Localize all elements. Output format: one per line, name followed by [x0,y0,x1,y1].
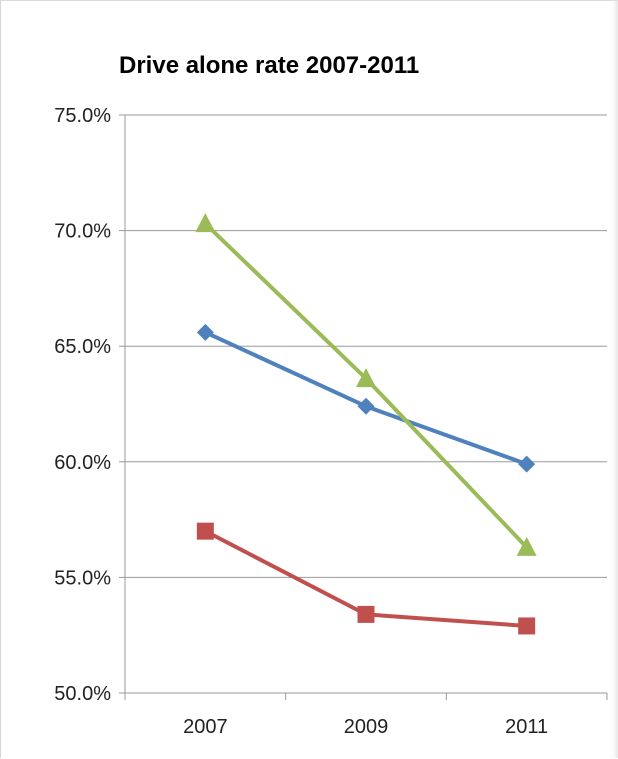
y-axis-ticks: 75.0% 70.0% 65.0% 60.0% 55.0% 50.0% [54,105,111,705]
chart-title: Drive alone rate 2007-2011 [119,52,419,79]
series-lines [203,221,529,628]
data-point-triangle [195,213,216,233]
x-axis-ticks: 2007 2009 2011 [183,716,548,738]
data-point-diamond [196,323,214,341]
y-tick-label: 75.0% [54,105,111,127]
data-point-square [196,522,214,540]
x-tick-label: 2011 [505,716,548,738]
data-point-diamond [357,397,375,415]
axes [119,114,608,700]
y-tick-label: 60.0% [54,452,111,474]
series-markers [195,213,537,635]
data-point-square [357,605,375,623]
y-tick-label: 50.0% [54,683,111,705]
gridlines [125,114,607,578]
x-tick-label: 2009 [344,716,389,738]
y-tick-label: 55.0% [54,567,111,589]
data-point-square [518,617,536,635]
y-tick-label: 70.0% [54,221,111,243]
data-point-triangle [516,536,537,556]
x-tick-label: 2007 [183,716,228,738]
data-point-triangle [356,368,376,388]
data-point-diamond [518,455,536,473]
y-tick-label: 65.0% [54,336,111,358]
